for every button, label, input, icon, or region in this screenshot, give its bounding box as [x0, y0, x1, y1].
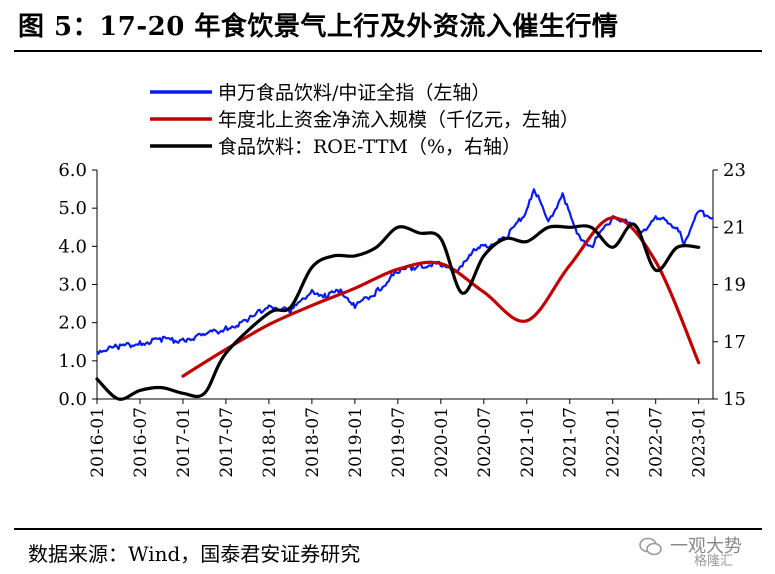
x-tick-label: 2019-07 [389, 407, 409, 478]
y-left-tick-label: 2.0 [58, 313, 87, 334]
y-right-tick-label: 23 [723, 160, 746, 181]
y-right-tick-label: 19 [723, 275, 746, 296]
legend-label: 食品饮料：ROE-TTM（%，右轴） [218, 136, 521, 158]
x-tick-label: 2020-07 [475, 407, 495, 478]
y-left-tick-label: 0.0 [58, 389, 87, 410]
y-left-tick-label: 6.0 [58, 160, 87, 181]
legend-label: 申万食品饮料/中证全指（左轴） [218, 82, 490, 104]
x-tick-label: 2021-07 [561, 407, 581, 478]
y-left-tick-label: 4.0 [58, 236, 87, 257]
x-tick-label: 2016-07 [131, 407, 151, 478]
legend-label: 年度北上资金净流入规模（千亿元，左轴） [218, 109, 579, 131]
y-right-tick-label: 21 [723, 217, 746, 238]
chart: 0.0 1.0 2.0 3.0 4.0 5.0 6.0 15 17 19 21 23 2016-01 20… [58, 82, 746, 478]
x-tick-label: 2018-07 [303, 407, 323, 478]
y-right-tick-label: 17 [723, 332, 746, 353]
x-tick-label: 2020-01 [432, 407, 452, 478]
y-right-tick-label: 15 [723, 389, 746, 410]
x-tick-label: 2022-07 [647, 407, 667, 478]
title-rule [14, 50, 762, 52]
x-tick-label: 2022-01 [604, 407, 624, 478]
y-left-tick-label: 5.0 [58, 198, 87, 219]
series-line-index-ratio [96, 188, 714, 355]
x-tick-label: 2018-01 [260, 407, 280, 478]
source-note: 数据来源：Wind，国泰君安证券研究 [28, 542, 361, 566]
x-tick-label: 2021-01 [518, 407, 538, 478]
x-tick-label: 2023-01 [690, 407, 710, 478]
watermark-text: 一观大势 [670, 536, 742, 557]
wechat-icon [639, 537, 662, 556]
x-tick-label: 2017-07 [217, 407, 237, 478]
watermark: 一观大势 格隆汇 [632, 528, 772, 569]
figure-title: 图 5：17-20 年食饮景气上行及外资流入催生行情 [18, 12, 619, 42]
watermark-sub: 格隆汇 [694, 554, 734, 569]
x-tick-label: 2017-01 [174, 407, 194, 478]
series-line-roe [95, 222, 701, 401]
footer-rule [14, 528, 762, 530]
x-tick-label: 2019-01 [346, 407, 366, 478]
x-tick-label: 2016-01 [88, 407, 108, 478]
y-left-tick-label: 1.0 [58, 351, 87, 372]
y-left-tick-label: 3.0 [58, 275, 87, 296]
